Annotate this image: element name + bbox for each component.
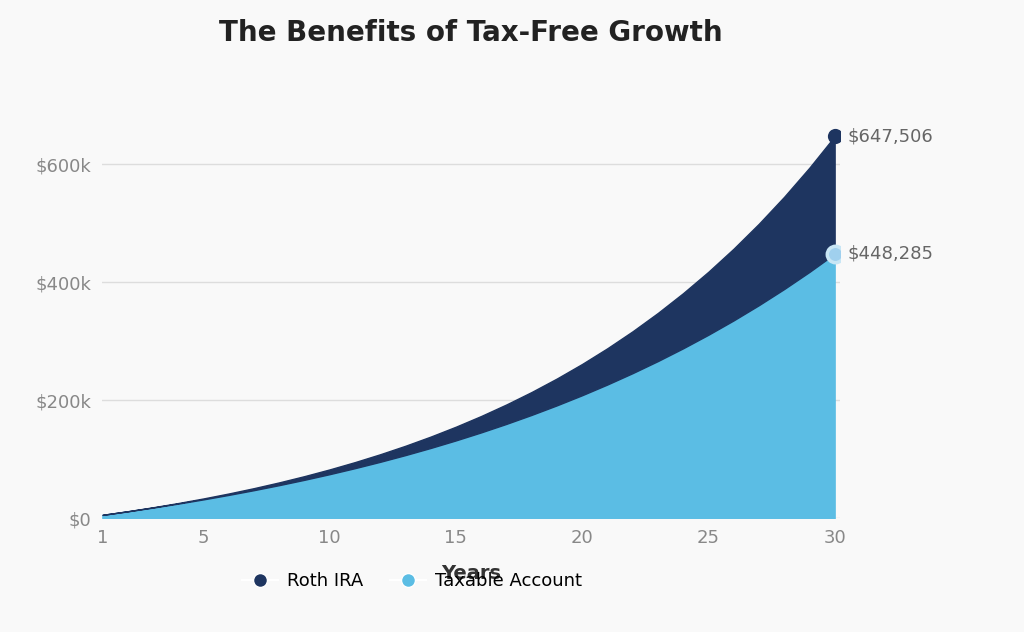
Legend: Roth IRA, Taxable Account: Roth IRA, Taxable Account	[234, 565, 590, 598]
Text: $647,506: $647,506	[847, 127, 933, 145]
Title: The Benefits of Tax-Free Growth: The Benefits of Tax-Free Growth	[219, 19, 723, 47]
Point	[826, 131, 843, 142]
X-axis label: Years: Years	[441, 564, 501, 583]
Point	[826, 249, 843, 259]
Text: $448,285: $448,285	[847, 245, 933, 263]
